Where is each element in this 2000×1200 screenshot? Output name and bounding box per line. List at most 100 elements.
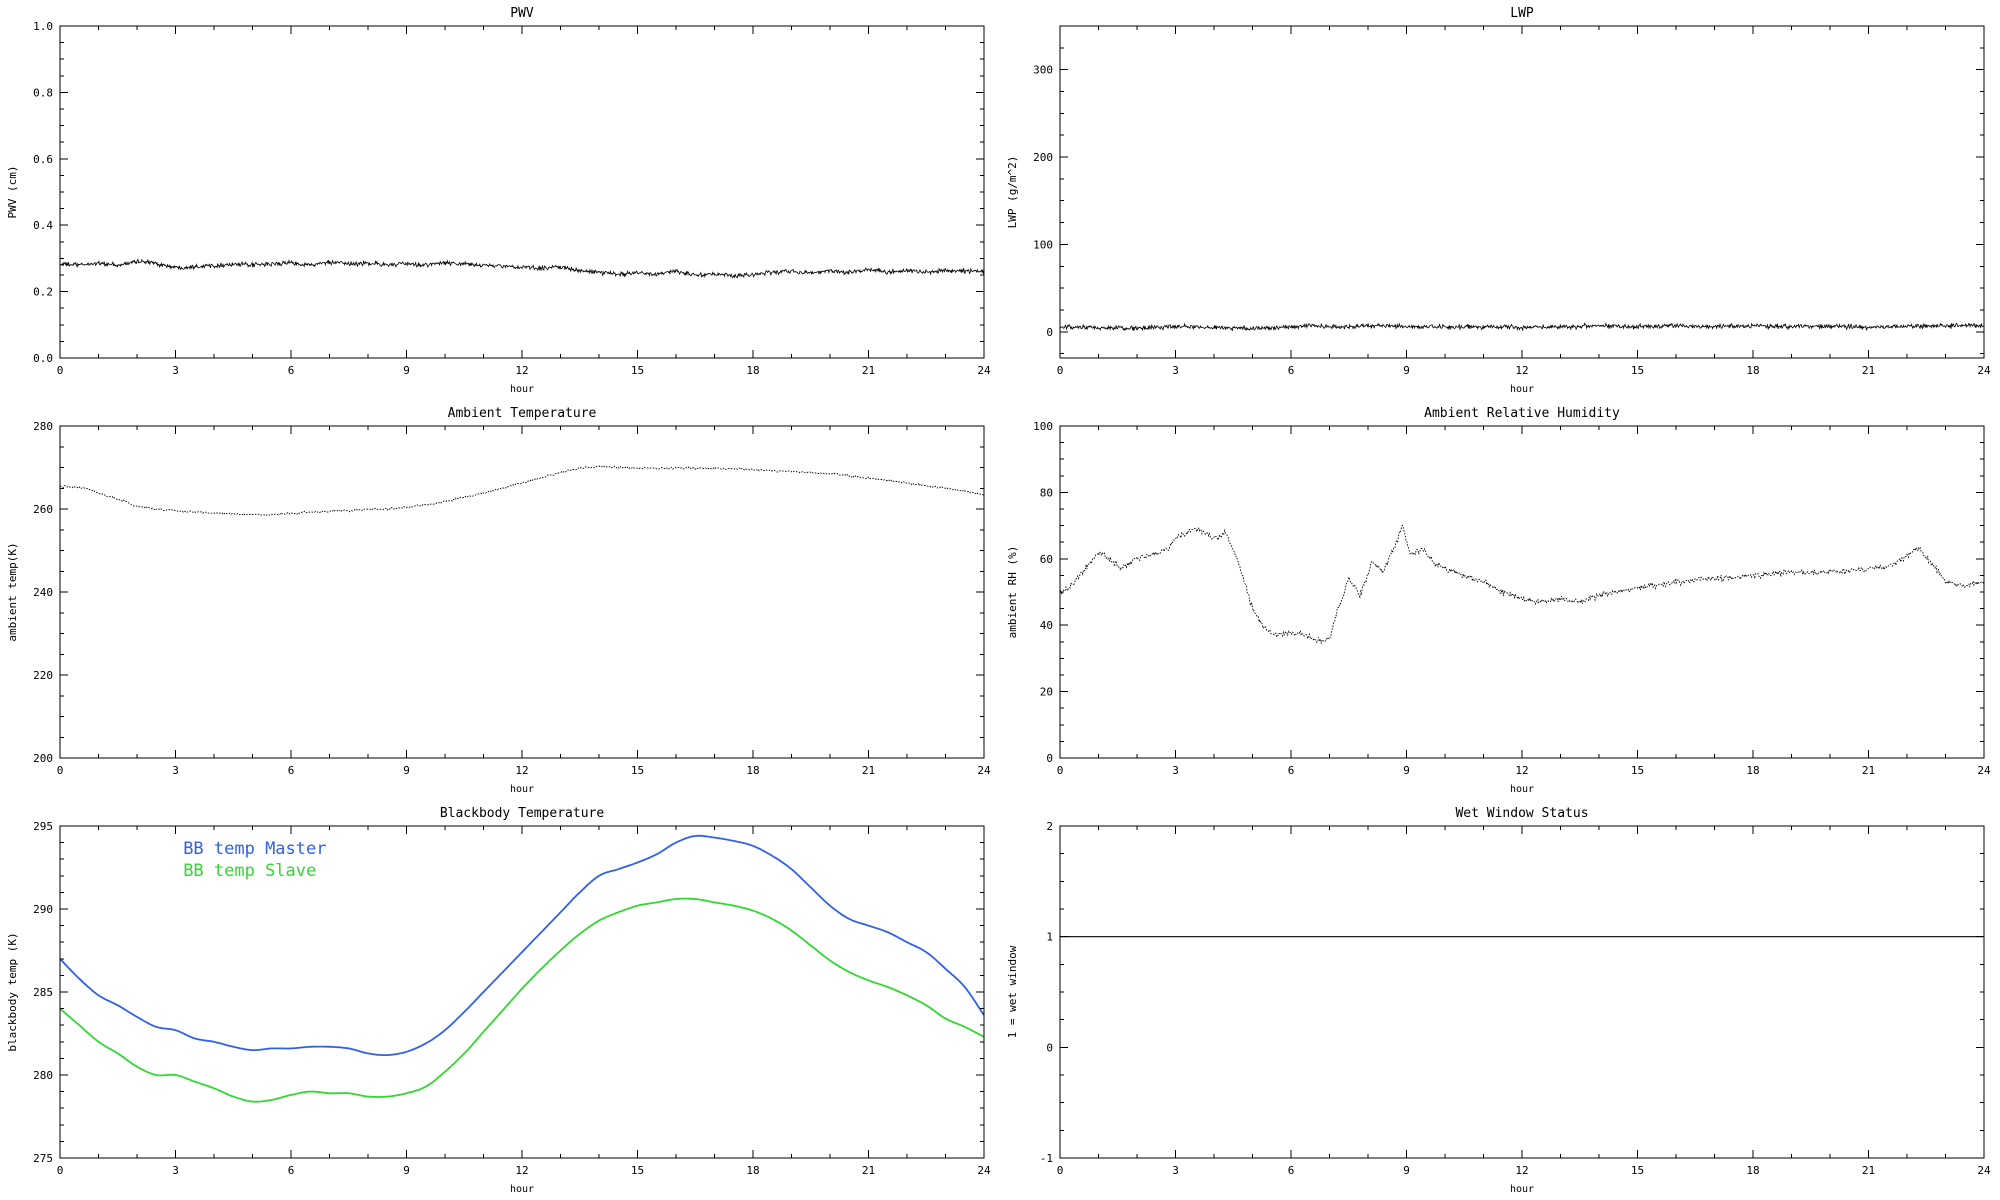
svg-text:hour: hour bbox=[1510, 384, 1534, 395]
svg-text:6: 6 bbox=[288, 1164, 295, 1177]
svg-text:0.8: 0.8 bbox=[33, 86, 53, 99]
lwp-chart-cell: 0 3 6 9 12 15 18 21 24 0 100 200 300 LWP hour LWP (g/m^… bbox=[1000, 0, 2000, 400]
svg-text:Blackbody Temperature: Blackbody Temperature bbox=[440, 806, 605, 821]
svg-text:6: 6 bbox=[288, 364, 295, 377]
svg-text:1: 1 bbox=[1046, 931, 1053, 944]
svg-text:40: 40 bbox=[1040, 619, 1053, 632]
svg-text:0: 0 bbox=[1046, 1041, 1053, 1054]
svg-text:6: 6 bbox=[1288, 1164, 1295, 1177]
svg-text:18: 18 bbox=[746, 764, 759, 777]
svg-text:24: 24 bbox=[977, 1164, 991, 1177]
svg-text:18: 18 bbox=[746, 364, 759, 377]
svg-text:9: 9 bbox=[1403, 364, 1410, 377]
svg-text:9: 9 bbox=[403, 764, 410, 777]
svg-text:12: 12 bbox=[515, 364, 528, 377]
svg-text:12: 12 bbox=[515, 1164, 528, 1177]
svg-text:ambient temp(K): ambient temp(K) bbox=[6, 542, 19, 641]
svg-text:24: 24 bbox=[1977, 764, 1991, 777]
lwp-chart: 0 3 6 9 12 15 18 21 24 0 100 200 300 LWP hour LWP (g/m^… bbox=[1006, 6, 1991, 395]
svg-text:200: 200 bbox=[33, 752, 53, 765]
svg-text:100: 100 bbox=[1033, 420, 1053, 433]
svg-text:80: 80 bbox=[1040, 486, 1053, 499]
svg-text:21: 21 bbox=[862, 1164, 875, 1177]
ambient-rh-chart: 0 3 6 9 12 15 18 21 24 0 20 40 60 80 100 Ambient Relati… bbox=[1006, 406, 1991, 795]
svg-text:21: 21 bbox=[1862, 764, 1875, 777]
svg-text:24: 24 bbox=[1977, 364, 1991, 377]
svg-text:24: 24 bbox=[977, 364, 991, 377]
svg-text:0: 0 bbox=[1057, 364, 1064, 377]
svg-text:21: 21 bbox=[1862, 364, 1875, 377]
svg-text:200: 200 bbox=[1033, 151, 1053, 164]
svg-text:24: 24 bbox=[977, 764, 991, 777]
blackbody-temp-chart: 0 3 6 9 12 15 18 21 24 275 280 285 290 295 Blackbody T… bbox=[6, 806, 991, 1195]
svg-text:3: 3 bbox=[172, 364, 179, 377]
svg-text:15: 15 bbox=[631, 1164, 644, 1177]
svg-text:18: 18 bbox=[746, 1164, 759, 1177]
svg-text:Wet Window Status: Wet Window Status bbox=[1455, 806, 1588, 821]
pwv-chart-cell: 0 3 6 9 12 15 18 21 24 0.0 0.2 0.4 0.6 0.8 1.0 PWV hour P… bbox=[0, 0, 1000, 400]
svg-text:9: 9 bbox=[1403, 1164, 1410, 1177]
svg-text:Ambient Relative Humidity: Ambient Relative Humidity bbox=[1424, 406, 1620, 421]
svg-text:-1: -1 bbox=[1040, 1152, 1053, 1165]
svg-text:hour: hour bbox=[510, 1184, 534, 1195]
svg-text:60: 60 bbox=[1040, 553, 1053, 566]
svg-text:18: 18 bbox=[1746, 764, 1759, 777]
svg-text:0: 0 bbox=[57, 1164, 64, 1177]
svg-text:blackbody temp (K): blackbody temp (K) bbox=[6, 932, 19, 1051]
svg-text:12: 12 bbox=[515, 764, 528, 777]
svg-text:15: 15 bbox=[1631, 1164, 1644, 1177]
svg-text:0: 0 bbox=[1057, 764, 1064, 777]
svg-text:PWV (cm): PWV (cm) bbox=[6, 166, 19, 219]
svg-text:275: 275 bbox=[33, 1152, 53, 1165]
svg-text:3: 3 bbox=[1172, 764, 1179, 777]
svg-text:3: 3 bbox=[172, 764, 179, 777]
svg-text:220: 220 bbox=[33, 669, 53, 682]
svg-text:1 = wet window: 1 = wet window bbox=[1006, 945, 1019, 1038]
svg-text:BB temp Master: BB temp Master bbox=[183, 839, 326, 859]
svg-text:290: 290 bbox=[33, 903, 53, 916]
svg-text:280: 280 bbox=[33, 1069, 53, 1082]
svg-text:0: 0 bbox=[57, 764, 64, 777]
svg-text:ambient RH (%): ambient RH (%) bbox=[1006, 546, 1019, 639]
svg-text:21: 21 bbox=[862, 364, 875, 377]
pwv-chart: 0 3 6 9 12 15 18 21 24 0.0 0.2 0.4 0.6 0.8 1.0 PWV hour P… bbox=[6, 6, 991, 395]
svg-text:18: 18 bbox=[1746, 1164, 1759, 1177]
svg-text:hour: hour bbox=[510, 784, 534, 795]
svg-text:PWV: PWV bbox=[510, 6, 534, 21]
svg-text:18: 18 bbox=[1746, 364, 1759, 377]
svg-text:LWP: LWP bbox=[1510, 6, 1534, 21]
svg-text:LWP (g/m^2): LWP (g/m^2) bbox=[1006, 156, 1019, 229]
svg-text:0.0: 0.0 bbox=[33, 352, 53, 365]
svg-text:6: 6 bbox=[1288, 764, 1295, 777]
svg-text:280: 280 bbox=[33, 420, 53, 433]
svg-text:295: 295 bbox=[33, 820, 53, 833]
svg-text:0.6: 0.6 bbox=[33, 153, 53, 166]
svg-text:285: 285 bbox=[33, 986, 53, 999]
ambient-rh-chart-cell: 0 3 6 9 12 15 18 21 24 0 20 40 60 80 100 Ambient Relati… bbox=[1000, 400, 2000, 800]
svg-text:15: 15 bbox=[1631, 364, 1644, 377]
wet-window-chart-cell: 0 3 6 9 12 15 18 21 24 -1 0 1 2 Wet Window Status hour… bbox=[1000, 800, 2000, 1200]
svg-text:12: 12 bbox=[1515, 1164, 1528, 1177]
svg-text:3: 3 bbox=[1172, 364, 1179, 377]
blackbody-temp-chart-cell: 0 3 6 9 12 15 18 21 24 275 280 285 290 295 Blackbody T… bbox=[0, 800, 1000, 1200]
svg-text:24: 24 bbox=[1977, 1164, 1991, 1177]
ambient-temp-chart: 0 3 6 9 12 15 18 21 24 200 220 240 260 280 Ambient Tem… bbox=[6, 406, 991, 795]
svg-text:2: 2 bbox=[1046, 820, 1053, 833]
svg-text:hour: hour bbox=[1510, 1184, 1534, 1195]
svg-text:21: 21 bbox=[862, 764, 875, 777]
ambient-temp-chart-cell: 0 3 6 9 12 15 18 21 24 200 220 240 260 280 Ambient Tem… bbox=[0, 400, 1000, 800]
svg-text:15: 15 bbox=[1631, 764, 1644, 777]
svg-text:0: 0 bbox=[1046, 326, 1053, 339]
svg-text:9: 9 bbox=[403, 364, 410, 377]
svg-text:12: 12 bbox=[1515, 364, 1528, 377]
svg-text:9: 9 bbox=[1403, 764, 1410, 777]
svg-text:0.2: 0.2 bbox=[33, 286, 53, 299]
svg-text:Ambient Temperature: Ambient Temperature bbox=[448, 406, 597, 421]
svg-text:0.4: 0.4 bbox=[33, 219, 53, 232]
svg-text:6: 6 bbox=[288, 764, 295, 777]
svg-text:3: 3 bbox=[1172, 1164, 1179, 1177]
svg-text:240: 240 bbox=[33, 586, 53, 599]
svg-text:0: 0 bbox=[1046, 752, 1053, 765]
